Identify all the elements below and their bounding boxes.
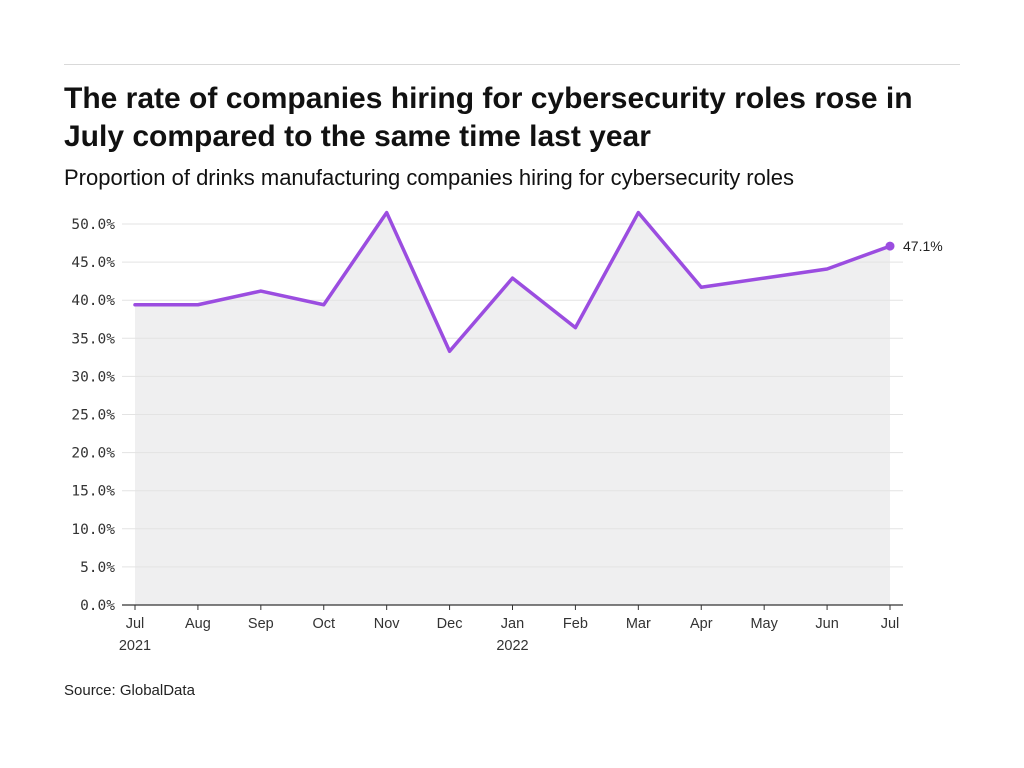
y-tick-label: 25.0% xyxy=(71,408,115,424)
y-tick-label: 30.0% xyxy=(71,369,115,385)
y-tick-label: 20.0% xyxy=(71,446,115,462)
y-tick-label: 50.0% xyxy=(71,217,115,233)
x-tick-label: Aug xyxy=(185,616,211,632)
x-tick-label: Mar xyxy=(626,616,651,632)
x-year-label: 2021 xyxy=(119,638,151,654)
x-tick-label: May xyxy=(750,616,778,632)
y-tick-label: 0.0% xyxy=(80,598,115,614)
y-tick-label: 35.0% xyxy=(71,331,115,347)
end-value-label: 47.1% xyxy=(903,238,943,254)
x-tick-label: Jul xyxy=(881,616,900,632)
chart-subtitle: Proportion of drinks manufacturing compa… xyxy=(64,165,794,190)
x-tick-label: Nov xyxy=(374,616,401,632)
chart-title: The rate of companies hiring for cyberse… xyxy=(64,82,913,153)
x-tick-label: Apr xyxy=(690,616,713,632)
x-tick-label: Jun xyxy=(815,616,838,632)
y-tick-label: 5.0% xyxy=(80,560,115,576)
y-tick-label: 10.0% xyxy=(71,522,115,538)
end-point-marker xyxy=(885,241,895,251)
source-note: Source: GlobalData xyxy=(64,682,195,699)
y-tick-label: 15.0% xyxy=(71,484,115,500)
top-rule xyxy=(64,64,960,65)
x-tick-label: Sep xyxy=(248,616,274,632)
x-year-label: 2022 xyxy=(496,638,528,654)
x-tick-label: Oct xyxy=(312,616,335,632)
x-tick-label: Dec xyxy=(437,616,463,632)
x-tick-label: Jul xyxy=(126,616,145,632)
area-fill xyxy=(135,212,890,605)
x-tick-label: Jan xyxy=(501,616,524,632)
x-tick-label: Feb xyxy=(563,616,588,632)
y-tick-label: 45.0% xyxy=(71,255,115,271)
series-line xyxy=(133,210,892,354)
y-tick-label: 40.0% xyxy=(71,293,115,309)
